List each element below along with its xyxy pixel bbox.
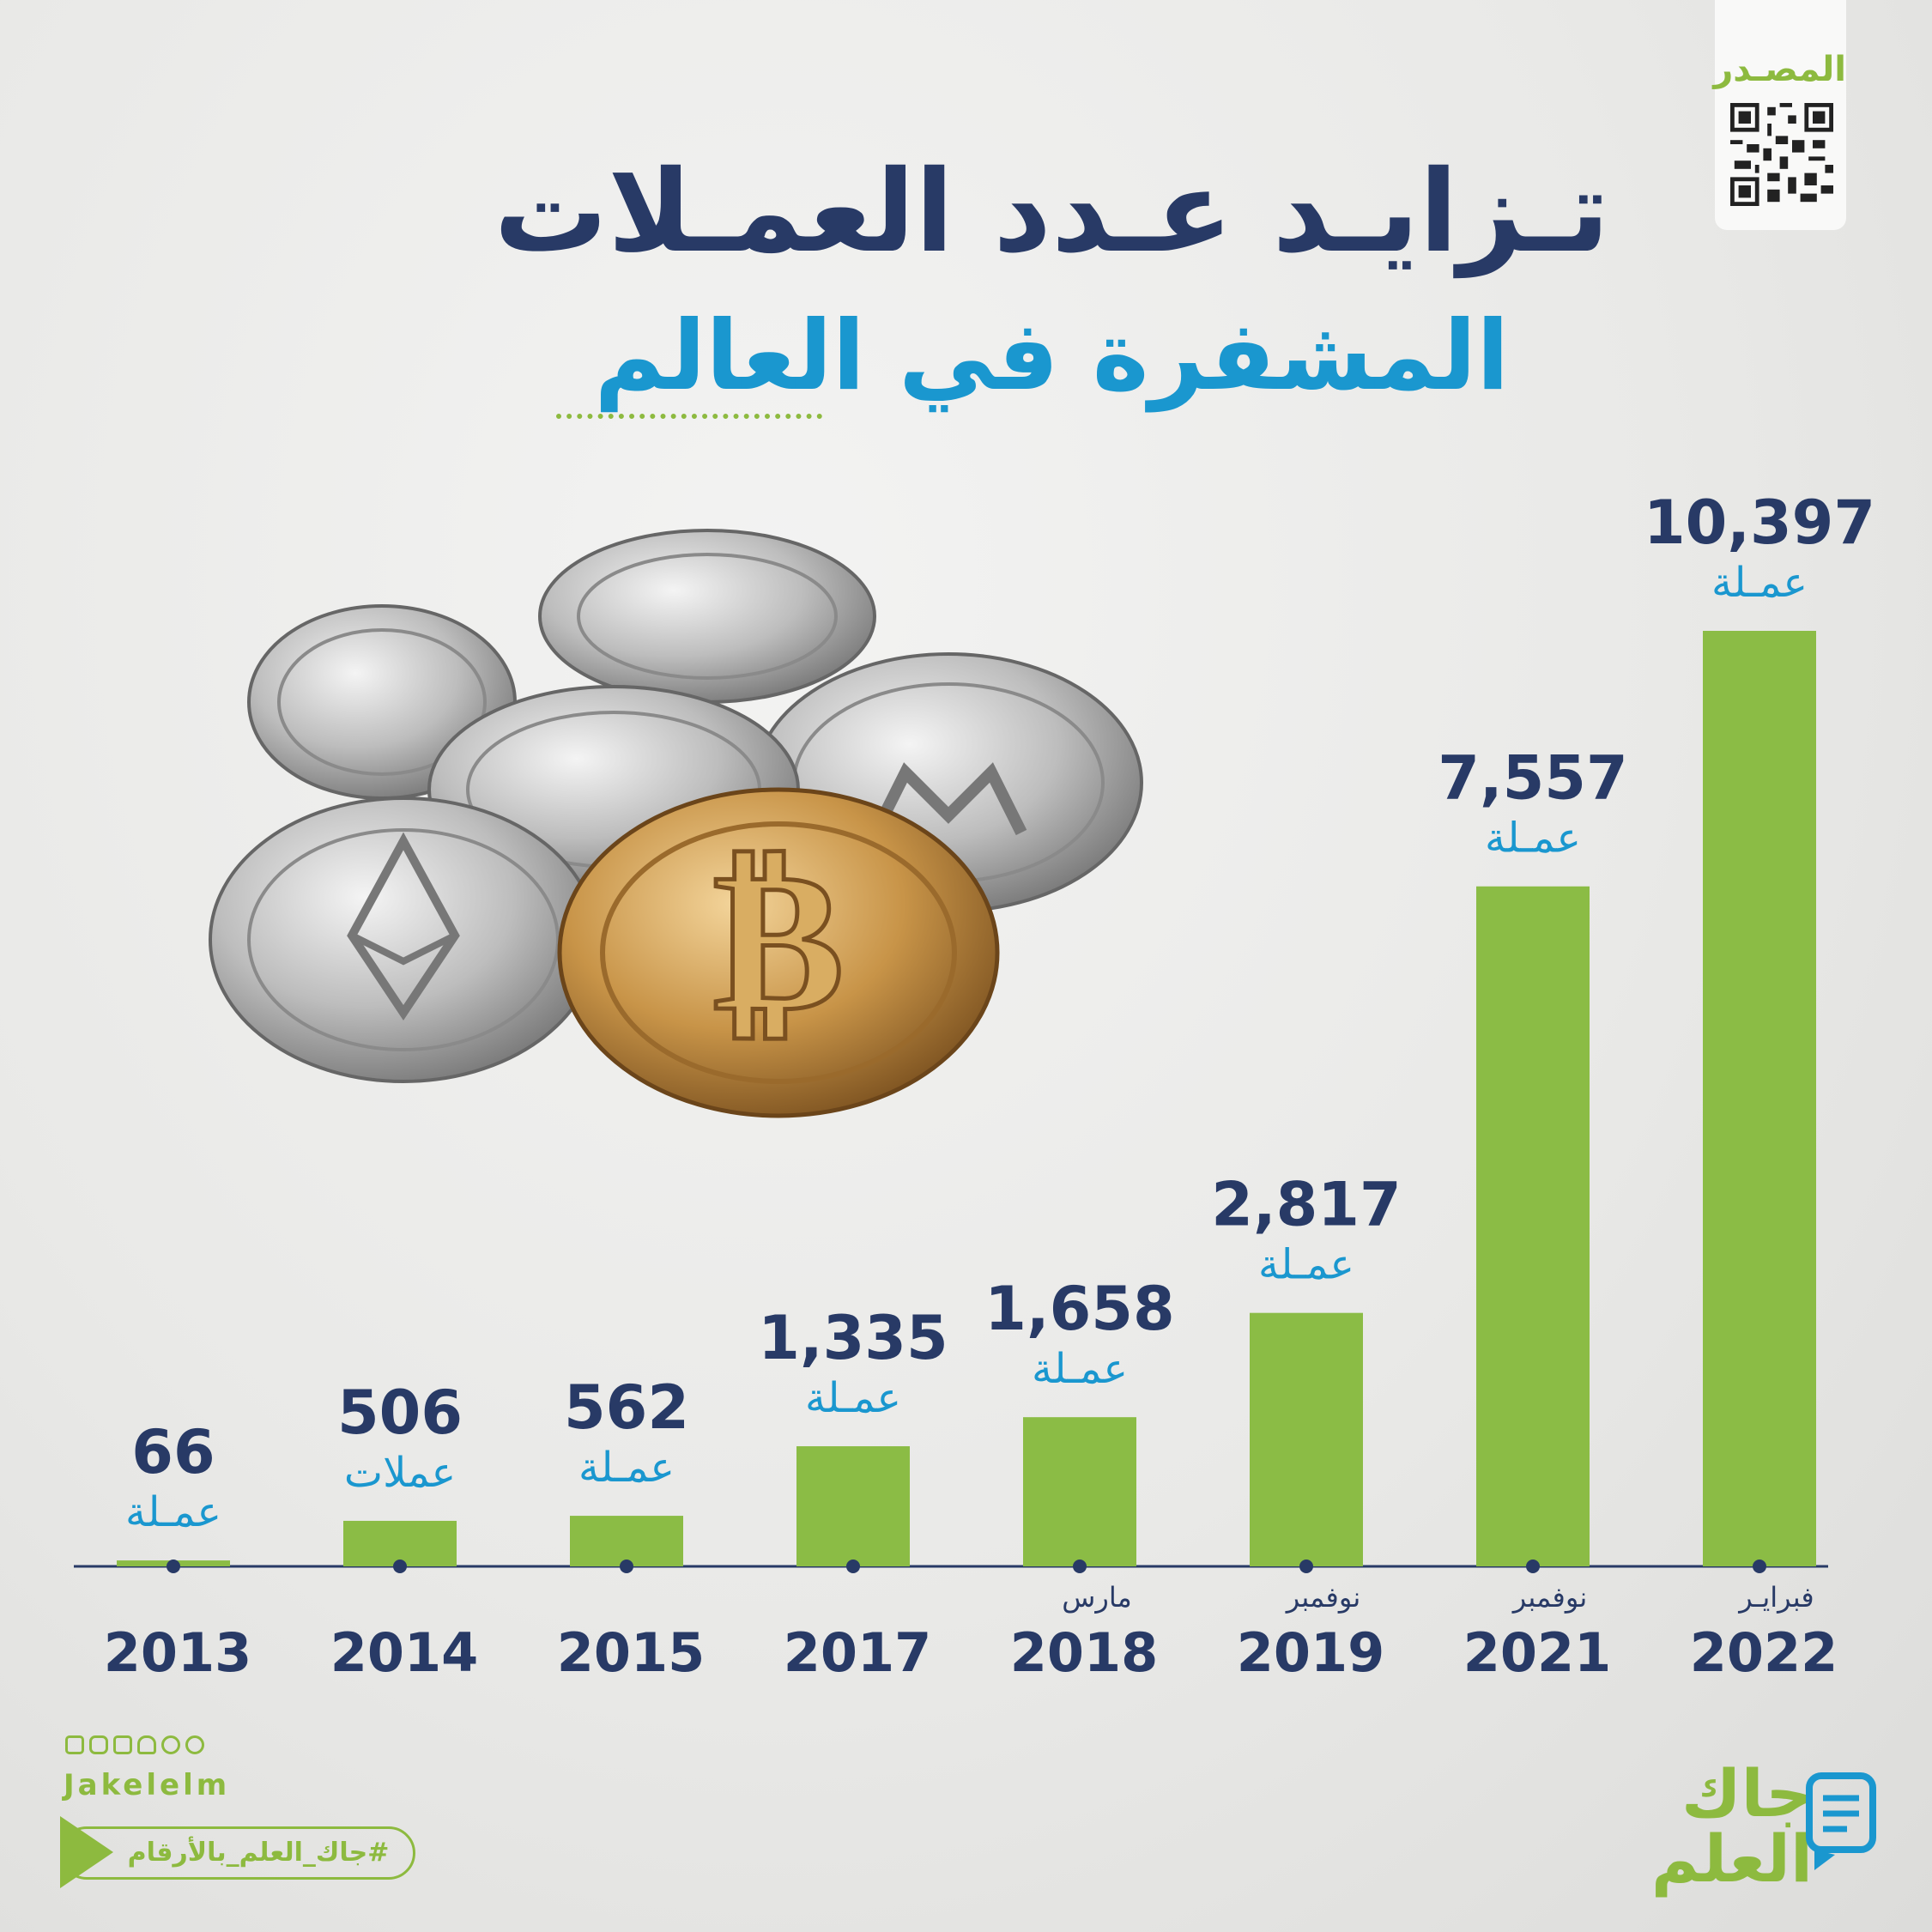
unit-label: عمـلة [1485, 815, 1581, 863]
facebook-icon[interactable] [65, 1735, 84, 1754]
ethereum-coin-icon [209, 796, 598, 1083]
value-label: 10,397 [1644, 488, 1875, 558]
axis-dot-2017 [846, 1560, 860, 1573]
year-tick-label: 2022 [1690, 1621, 1838, 1684]
unit-label: عمـلة [1032, 1345, 1128, 1393]
chat-bubble-logo-icon [1806, 1772, 1876, 1870]
unit-label: عمـلة [125, 1488, 221, 1536]
year-tick-label: 2017 [784, 1621, 932, 1684]
value-label: 2,817 [1211, 1170, 1401, 1240]
title-dotted-underline [556, 414, 822, 419]
bar-2015 [570, 1516, 683, 1566]
bar-2014 [343, 1520, 457, 1566]
axis-dot-2021 [1526, 1560, 1540, 1573]
unit-label: عمـلة [805, 1374, 901, 1422]
bar-series: عمـلة662013عملات5062014عمـلة5622015عمـلة… [104, 488, 1875, 1684]
page-title: تـزايـد عـدد العمـلات [494, 146, 1610, 278]
social-icons [65, 1735, 204, 1758]
twitter-icon[interactable] [161, 1735, 180, 1754]
bar-2017 [796, 1446, 910, 1566]
unit-label: عملات [344, 1449, 456, 1497]
source-label: المصـدر [1713, 50, 1846, 89]
axis-dot-2014 [393, 1560, 407, 1573]
linkedin-icon[interactable] [113, 1735, 132, 1754]
logo-line1: جاك [1681, 1755, 1813, 1832]
month-label: فبرايـر [1737, 1581, 1814, 1614]
svg-text:₿: ₿ [712, 827, 844, 1056]
axis-dot-2015 [620, 1560, 633, 1573]
bar-2018 [1023, 1417, 1136, 1566]
bitcoin-coin-icon: ₿ [557, 787, 1000, 1118]
unit-label: عمـلة [1258, 1241, 1354, 1289]
qr-code-icon[interactable] [1730, 103, 1833, 206]
month-label: نوفمبر [1285, 1581, 1361, 1614]
month-label: نوفمبر [1511, 1581, 1588, 1614]
value-label: 1,335 [758, 1303, 948, 1373]
ripple-coin-icon [538, 529, 876, 704]
play-icon [60, 1816, 113, 1888]
year-tick-label: 2014 [330, 1621, 479, 1684]
source-box[interactable]: المصـدر [1713, 0, 1846, 230]
value-label: 562 [564, 1372, 689, 1443]
year-tick-label: 2015 [557, 1621, 706, 1684]
bar-2019 [1250, 1312, 1363, 1566]
axis-dot-2018 [1073, 1560, 1087, 1573]
telegram-icon[interactable] [185, 1735, 204, 1754]
instagram-icon[interactable] [89, 1735, 108, 1754]
unit-label: عمـلة [578, 1444, 675, 1492]
value-label: 1,658 [984, 1274, 1174, 1344]
value-label: 506 [337, 1378, 463, 1448]
year-tick-label: 2018 [1010, 1621, 1159, 1684]
axis-dot-2019 [1299, 1560, 1313, 1573]
snapchat-icon[interactable] [137, 1735, 156, 1754]
year-tick-label: 2019 [1237, 1621, 1385, 1684]
page-subtitle: المشفرة في العالم [594, 300, 1510, 412]
bar-2022 [1703, 631, 1816, 1566]
crypto-coins-illustration: ₿ [209, 529, 1143, 1118]
bar-2021 [1476, 886, 1590, 1566]
value-label: 66 [131, 1417, 215, 1487]
social-handle: Jakelelm [64, 1768, 231, 1802]
year-tick-label: 2013 [104, 1621, 252, 1684]
value-label: 7,557 [1438, 743, 1627, 814]
year-tick-label: 2021 [1463, 1621, 1612, 1684]
logo-line2: العلم [1650, 1820, 1813, 1897]
hashtag-text: #جاك_العلم_بالأرقام [127, 1838, 390, 1868]
axis-dot-2013 [167, 1560, 180, 1573]
month-label: مارس [1062, 1581, 1131, 1614]
unit-label: عمـلة [1711, 559, 1808, 607]
axis-dot-2022 [1753, 1560, 1766, 1573]
brand-logo-text: جاك العلم [1641, 1761, 1813, 1892]
